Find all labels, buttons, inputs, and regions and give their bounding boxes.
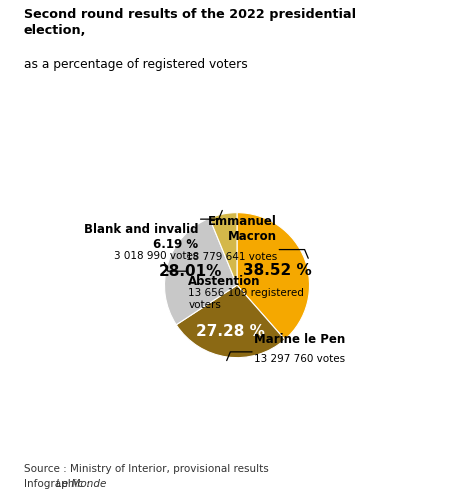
Wedge shape: [237, 213, 310, 340]
Text: 27.28 %: 27.28 %: [196, 323, 265, 338]
Text: 38.52 %: 38.52 %: [243, 263, 312, 278]
Text: as a percentage of registered voters: as a percentage of registered voters: [24, 58, 247, 71]
Text: Infographic :: Infographic :: [24, 478, 93, 488]
Text: 3 018 990 votes: 3 018 990 votes: [114, 250, 198, 260]
Wedge shape: [210, 213, 237, 286]
Text: Emmanuel
Macron: Emmanuel Macron: [208, 215, 277, 243]
Text: 13 297 760 votes: 13 297 760 votes: [254, 354, 346, 364]
Text: Second round results of the 2022 presidential
election,: Second round results of the 2022 preside…: [24, 8, 356, 37]
Text: Source : Ministry of Interior, provisional results: Source : Ministry of Interior, provision…: [24, 463, 268, 473]
Text: 13 656 109 registered
voters: 13 656 109 registered voters: [188, 288, 304, 309]
Text: 28.01%: 28.01%: [159, 264, 222, 279]
Wedge shape: [176, 286, 285, 358]
Text: Marine le Pen: Marine le Pen: [254, 332, 346, 345]
Text: 18 779 641 votes: 18 779 641 votes: [186, 252, 277, 262]
Text: Abstention: Abstention: [188, 275, 261, 288]
Text: Le Monde: Le Monde: [55, 478, 106, 488]
Text: Blank and invalid
6.19 %: Blank and invalid 6.19 %: [84, 222, 198, 250]
Wedge shape: [164, 218, 237, 325]
